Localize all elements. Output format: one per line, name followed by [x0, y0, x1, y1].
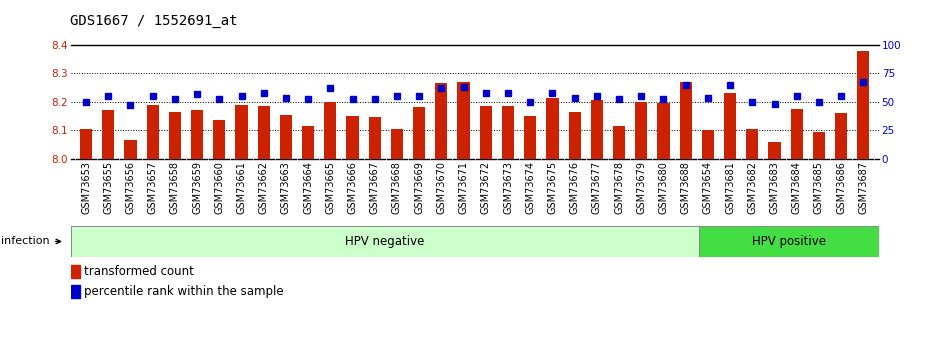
Bar: [435, 83, 447, 159]
Text: GSM73687: GSM73687: [858, 161, 869, 214]
Text: GSM73671: GSM73671: [459, 161, 469, 214]
Text: GSM73667: GSM73667: [369, 161, 380, 214]
Text: GSM73662: GSM73662: [258, 161, 269, 214]
Text: GSM73672: GSM73672: [480, 161, 491, 214]
Text: GSM73653: GSM73653: [81, 161, 91, 214]
Text: GSM73659: GSM73659: [192, 161, 202, 214]
Text: transformed count: transformed count: [84, 265, 194, 278]
Text: GSM73665: GSM73665: [325, 161, 336, 214]
Text: GSM73660: GSM73660: [214, 161, 225, 214]
Bar: [791, 109, 803, 159]
Text: GSM73663: GSM73663: [281, 161, 290, 214]
Bar: [699, 226, 879, 257]
Text: GSM73674: GSM73674: [525, 161, 535, 214]
Bar: [857, 50, 870, 159]
Bar: [235, 105, 247, 159]
Bar: [502, 106, 514, 159]
Text: GSM73670: GSM73670: [436, 161, 446, 214]
Bar: [324, 102, 337, 159]
Bar: [347, 116, 359, 159]
Text: GSM73678: GSM73678: [614, 161, 624, 214]
Text: GSM73685: GSM73685: [814, 161, 824, 214]
Text: GSM73686: GSM73686: [837, 161, 846, 214]
Text: GSM73680: GSM73680: [659, 161, 668, 214]
Bar: [546, 98, 558, 159]
Bar: [746, 129, 759, 159]
Bar: [70, 285, 80, 298]
Bar: [768, 141, 780, 159]
Bar: [124, 140, 136, 159]
Text: GSM73676: GSM73676: [570, 161, 580, 214]
Bar: [280, 115, 292, 159]
Bar: [213, 120, 226, 159]
Bar: [835, 113, 847, 159]
Text: percentile rank within the sample: percentile rank within the sample: [84, 285, 283, 298]
Text: GSM73688: GSM73688: [681, 161, 691, 214]
Text: GSM73684: GSM73684: [791, 161, 802, 214]
Bar: [590, 100, 603, 159]
Bar: [391, 129, 403, 159]
Bar: [458, 82, 470, 159]
Bar: [479, 106, 492, 159]
Bar: [169, 112, 181, 159]
Bar: [702, 130, 714, 159]
Text: GSM73658: GSM73658: [170, 161, 180, 214]
Text: GSM73664: GSM73664: [303, 161, 313, 214]
Text: GSM73675: GSM73675: [547, 161, 557, 214]
Text: GSM73668: GSM73668: [392, 161, 402, 214]
Text: GSM73669: GSM73669: [415, 161, 424, 214]
Bar: [635, 102, 648, 159]
Bar: [813, 132, 825, 159]
Text: GSM73683: GSM73683: [770, 161, 779, 214]
Bar: [569, 112, 581, 159]
Bar: [258, 106, 270, 159]
Text: GDS1667 / 1552691_at: GDS1667 / 1552691_at: [70, 14, 238, 28]
Text: infection: infection: [2, 237, 60, 246]
Text: GSM73655: GSM73655: [103, 161, 113, 214]
Text: GSM73666: GSM73666: [348, 161, 357, 214]
Text: GSM73657: GSM73657: [148, 161, 158, 214]
Text: GSM73673: GSM73673: [503, 161, 513, 214]
Text: GSM73677: GSM73677: [592, 161, 602, 214]
Bar: [657, 103, 669, 159]
Bar: [724, 93, 736, 159]
Text: GSM73661: GSM73661: [237, 161, 246, 214]
Text: GSM73681: GSM73681: [725, 161, 735, 214]
Bar: [80, 129, 92, 159]
Bar: [680, 82, 692, 159]
Text: HPV positive: HPV positive: [752, 235, 826, 248]
Bar: [70, 265, 80, 278]
Bar: [191, 110, 203, 159]
Text: GSM73654: GSM73654: [703, 161, 713, 214]
Text: HPV negative: HPV negative: [345, 235, 425, 248]
Bar: [147, 105, 159, 159]
Text: GSM73656: GSM73656: [125, 161, 135, 214]
Bar: [302, 126, 314, 159]
Bar: [525, 116, 537, 159]
Bar: [413, 107, 425, 159]
Bar: [102, 110, 115, 159]
Text: GSM73682: GSM73682: [747, 161, 758, 214]
Bar: [368, 117, 381, 159]
Text: GSM73679: GSM73679: [636, 161, 647, 214]
Bar: [613, 126, 625, 159]
Bar: [70, 226, 699, 257]
